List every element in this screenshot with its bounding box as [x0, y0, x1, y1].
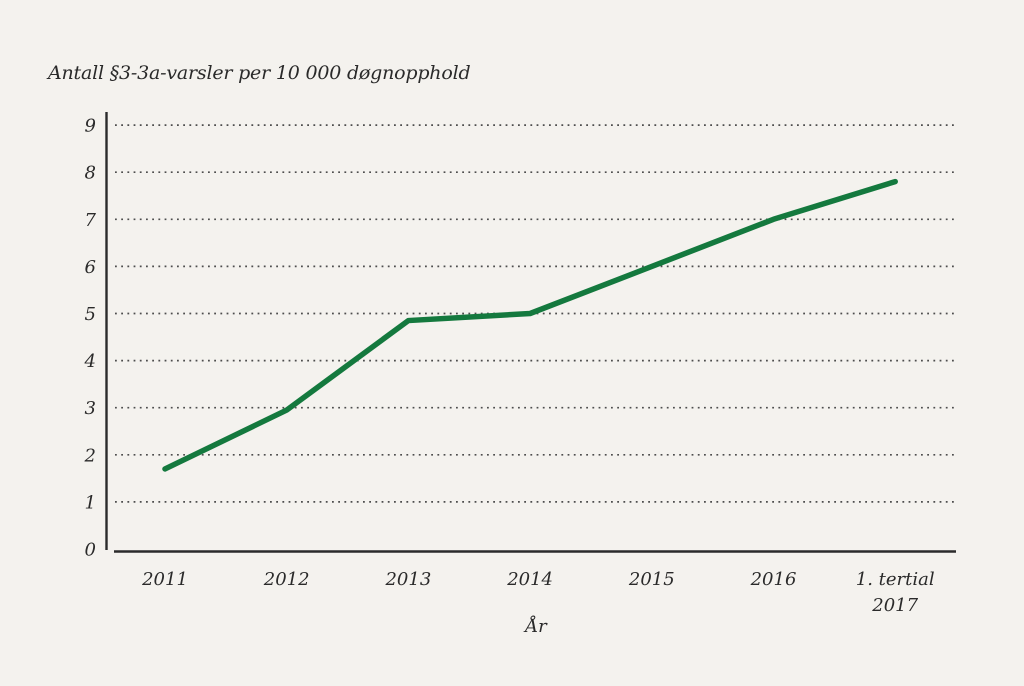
y-tick-label: 1 [85, 492, 96, 513]
x-axis-title: År [523, 615, 548, 637]
y-tick-label: 2 [84, 445, 96, 466]
y-tick-label: 9 [85, 116, 96, 137]
x-tick-label: 2013 [384, 569, 431, 590]
x-tick-label: 1. tertial 2017 [856, 569, 935, 616]
x-tick-label: 2012 [263, 569, 310, 590]
y-tick-label: 5 [85, 304, 96, 325]
y-tick-label: 3 [85, 398, 96, 419]
y-tick-label: 4 [84, 351, 96, 372]
y-tick-label: 0 [85, 540, 96, 561]
x-tick-label: 2016 [750, 569, 797, 590]
y-tick-label: 8 [85, 163, 96, 184]
y-tick-label: 6 [85, 257, 96, 278]
chart-title: Antall §3-3a-varsler per 10 000 døgnopph… [48, 62, 471, 84]
y-tick-label: 7 [85, 210, 97, 231]
x-tick-label: 2015 [628, 569, 675, 590]
data-line [162, 178, 898, 472]
x-tick-label: 2011 [141, 569, 188, 590]
x-tick-label: 2014 [506, 569, 553, 590]
